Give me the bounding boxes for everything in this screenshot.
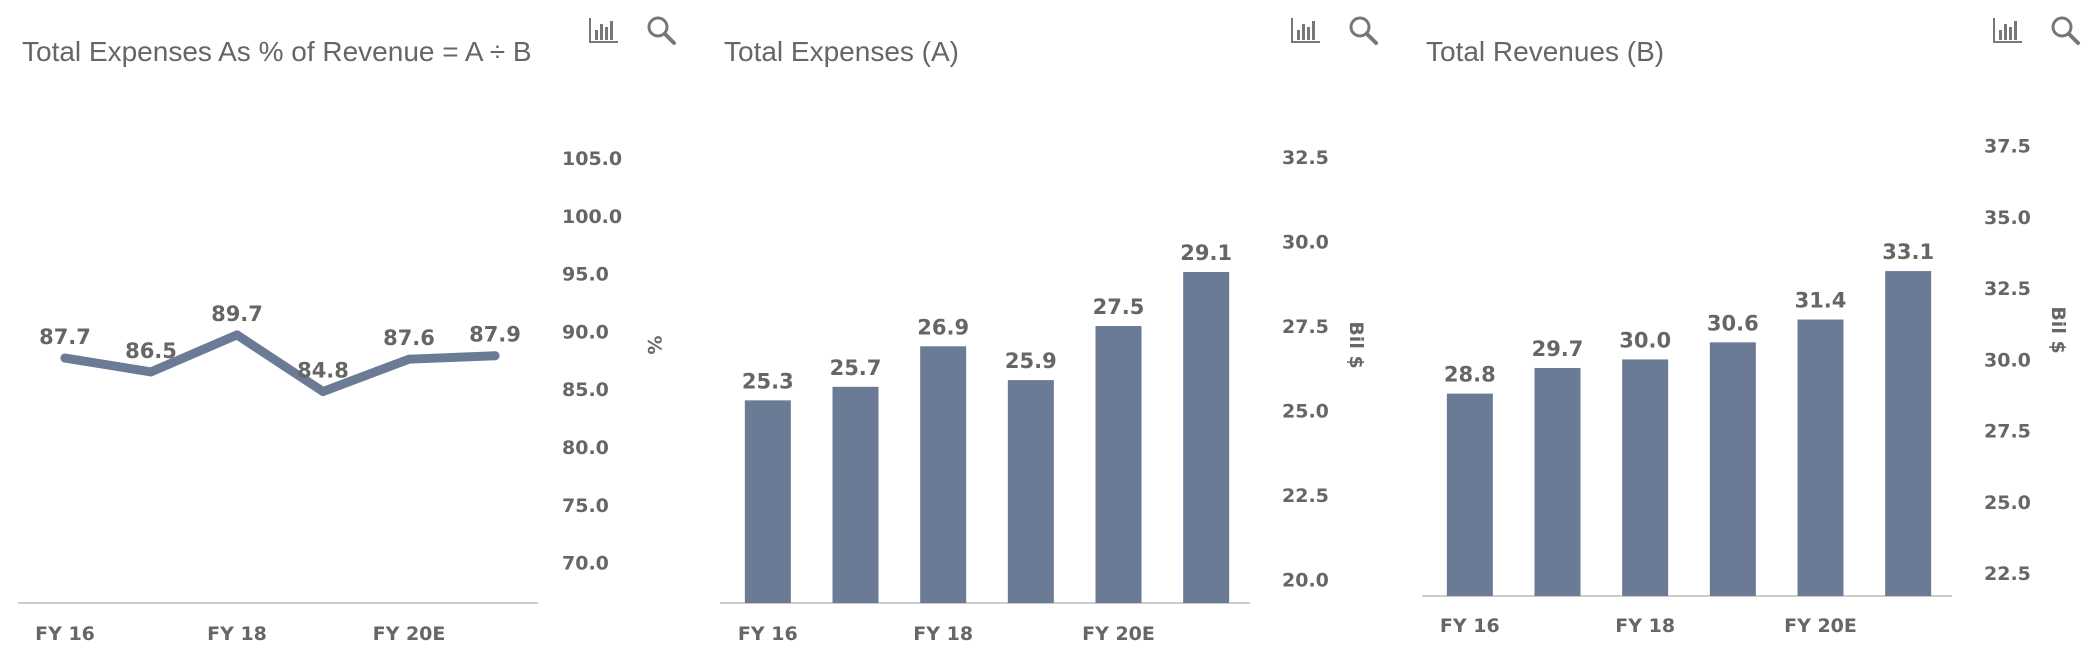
y-axis-label: %	[643, 335, 665, 354]
x-tick-label: FY 16	[1440, 615, 1500, 637]
y-tick-label: 30.0	[1984, 349, 2031, 371]
y-tick-label: 35.0	[1984, 207, 2031, 229]
bar	[744, 400, 791, 603]
bar	[1183, 271, 1230, 603]
data-label: 87.6	[383, 326, 435, 350]
y-tick-label: 22.5	[1984, 563, 2031, 585]
y-tick-label: 22.5	[1282, 485, 1329, 507]
y-tick-label: 105.0	[562, 148, 622, 170]
y-axis-label: Bil $	[2047, 306, 2069, 353]
data-point	[232, 330, 242, 340]
bar	[832, 386, 879, 603]
y-tick-label: 32.5	[1984, 278, 2031, 300]
bar	[1446, 393, 1493, 596]
x-tick-label: FY 20E	[373, 623, 446, 645]
data-point	[404, 354, 414, 364]
data-label: 25.7	[830, 356, 882, 380]
bar	[1709, 342, 1756, 596]
y-tick-label: 70.0	[562, 553, 609, 575]
y-tick-label: 95.0	[562, 264, 609, 286]
y-tick-label: 75.0	[562, 495, 609, 517]
data-label: 89.7	[211, 302, 263, 326]
data-label: 27.5	[1093, 295, 1145, 319]
x-tick-label: FY 16	[738, 623, 798, 645]
y-tick-label: 30.0	[1282, 232, 1329, 254]
chart-title: Total Expenses As % of Revenue = A ÷ B	[22, 36, 532, 67]
series-line	[60, 330, 500, 397]
bar	[1797, 319, 1844, 596]
data-label: 33.1	[1882, 240, 1934, 264]
magnifier-icon[interactable]	[2047, 12, 2083, 48]
data-label: 25.9	[1005, 349, 1057, 373]
magnifier-icon[interactable]	[643, 12, 679, 48]
data-label: 25.3	[742, 369, 794, 393]
bar-chart-icon[interactable]	[1990, 12, 2026, 48]
y-tick-label: 27.5	[1984, 421, 2031, 443]
bar	[1885, 271, 1932, 596]
line-chart: 70.0 75.0 80.0 85.0 90.0 95.0 100.0 105.0% FY 16…	[18, 148, 665, 645]
bar-chart: 22.5 25.0 27.5 30.0 32.5 35.0 37.5 Bil $ FY 16 FY…	[1422, 136, 2069, 637]
bar-chart-icon[interactable]	[586, 12, 622, 48]
magnifier-icon[interactable]	[1345, 12, 1381, 48]
data-point	[490, 351, 500, 361]
data-label: 87.9	[469, 323, 521, 347]
data-label: 30.0	[1619, 328, 1671, 352]
y-tick-label: 85.0	[562, 379, 609, 401]
data-label: 26.9	[917, 315, 969, 339]
chart-title: Total Revenues (B)	[1426, 36, 1665, 67]
y-tick-label: 80.0	[562, 437, 609, 459]
data-label: 28.8	[1444, 363, 1496, 387]
chart-panel-total-expenses: Total Expenses (A) 20.0 22.5 25.0 27.5 30.0 3…	[702, 0, 1398, 664]
data-label: 31.4	[1795, 289, 1847, 313]
y-tick-label: 25.0	[1984, 492, 2031, 514]
data-label: 30.6	[1707, 311, 1759, 335]
y-axis-label: Bil $	[1345, 321, 1367, 368]
y-tick-label: 25.0	[1282, 400, 1329, 422]
chart-panel-total-revenues: Total Revenues (B) 22.5 25.0 27.5 30.0 32.5 3…	[1404, 0, 2090, 664]
x-tick-label: FY 16	[35, 623, 95, 645]
data-label: 29.7	[1532, 337, 1584, 361]
x-tick-label: FY 20E	[1082, 623, 1155, 645]
data-label: 84.8	[297, 359, 349, 383]
y-tick-label: 37.5	[1984, 136, 2031, 158]
x-tick-label: FY 18	[1615, 615, 1675, 637]
data-label: 29.1	[1180, 241, 1232, 265]
bar	[920, 346, 967, 603]
y-tick-label: 100.0	[562, 206, 622, 228]
data-point	[60, 353, 70, 363]
data-label: 86.5	[125, 339, 177, 363]
x-tick-label: FY 18	[207, 623, 267, 645]
x-tick-label: FY 20E	[1784, 615, 1857, 637]
data-point	[146, 367, 156, 377]
x-tick-label: FY 18	[913, 623, 973, 645]
y-tick-label: 27.5	[1282, 316, 1329, 338]
data-point	[318, 387, 328, 397]
bar	[1622, 359, 1669, 596]
bar-chart-icon[interactable]	[1288, 12, 1324, 48]
bar	[1534, 367, 1581, 596]
bar-chart: 20.0 22.5 25.0 27.5 30.0 32.5 Bil $ FY 16 FY 18 F…	[720, 147, 1367, 645]
bar	[1095, 326, 1142, 603]
bar	[1007, 380, 1054, 603]
chart-panel-expense-ratio: Total Expenses As % of Revenue = A ÷ B 7…	[0, 0, 696, 664]
chart-title: Total Expenses (A)	[724, 36, 959, 67]
y-tick-label: 32.5	[1282, 147, 1329, 169]
y-tick-label: 90.0	[562, 321, 609, 343]
data-label: 87.7	[39, 325, 91, 349]
y-tick-label: 20.0	[1282, 569, 1329, 591]
